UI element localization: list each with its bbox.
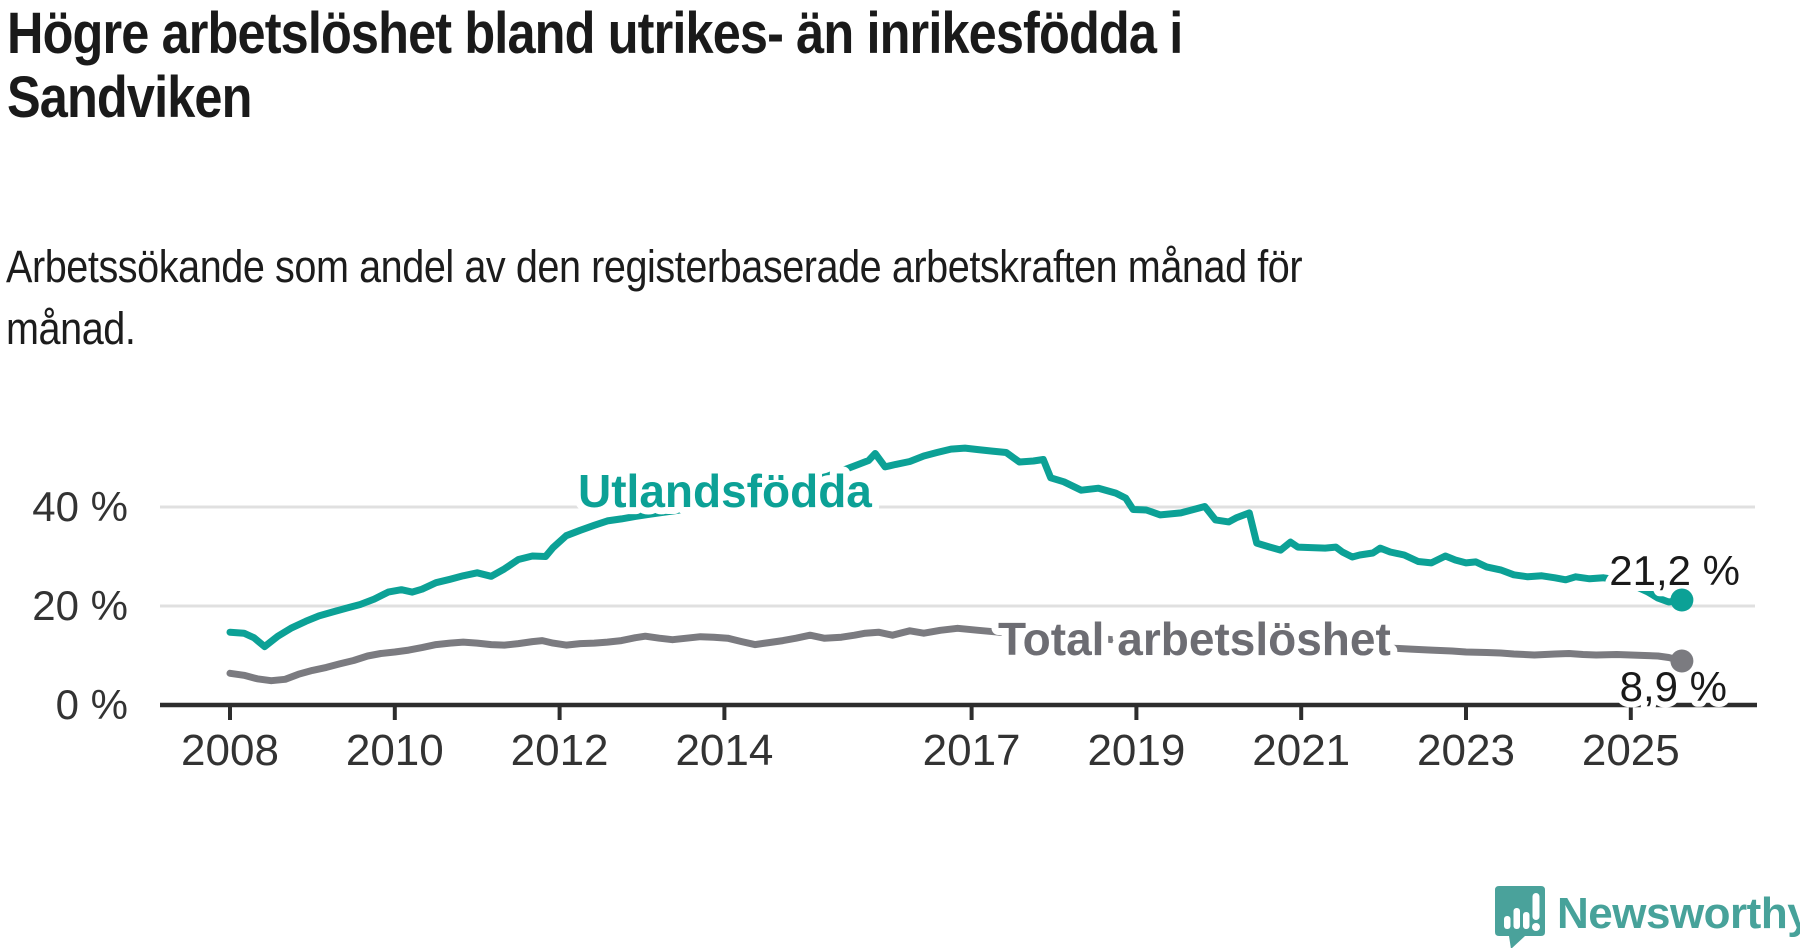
x-tick-label-2019: 2019 [1087, 726, 1185, 775]
y-tick-label-0: 0 % [56, 681, 128, 728]
subtitle-line-2: månad. [6, 303, 136, 354]
x-tick-label-2008: 2008 [181, 726, 279, 775]
end-dot-total [1670, 649, 1694, 673]
x-tick-label-2010: 2010 [346, 726, 444, 775]
end-value-total: 8,9 % [1620, 663, 1727, 710]
newsworthy-logo-icon [1495, 886, 1545, 948]
end-dot-utlandsfodda [1670, 588, 1694, 612]
series-label-total: Total arbetslöshet [998, 613, 1391, 665]
y-tick-label-40: 40 % [32, 483, 128, 530]
series-label-utlandsfodda: Utlandsfödda [578, 465, 872, 517]
title-line-2: Sandviken [7, 65, 252, 130]
x-tick-label-2023: 2023 [1417, 726, 1515, 775]
newsworthy-logo: Newsworthy [1495, 886, 1800, 948]
x-tick-label-2025: 2025 [1582, 726, 1680, 775]
chart-subtitle: Arbetssökande som andel av den registerb… [6, 236, 1303, 360]
title-line-1: Högre arbetslöshet bland utrikes- än inr… [7, 1, 1183, 66]
x-tick-label-2021: 2021 [1252, 726, 1350, 775]
subtitle-line-1: Arbetssökande som andel av den registerb… [6, 241, 1303, 292]
x-tick-label-2017: 2017 [923, 726, 1021, 775]
end-value-utlandsfodda: 21,2 % [1609, 547, 1740, 594]
series-line-utlandsfodda [226, 444, 1686, 651]
series-line-total [226, 624, 1686, 685]
x-tick-label-2012: 2012 [511, 726, 609, 775]
page-title: Högre arbetslöshet bland utrikes- än inr… [7, 1, 1183, 130]
x-tick-label-2014: 2014 [675, 726, 773, 775]
newsworthy-logo-text: Newsworthy [1557, 889, 1800, 938]
y-tick-label-20: 20 % [32, 582, 128, 629]
